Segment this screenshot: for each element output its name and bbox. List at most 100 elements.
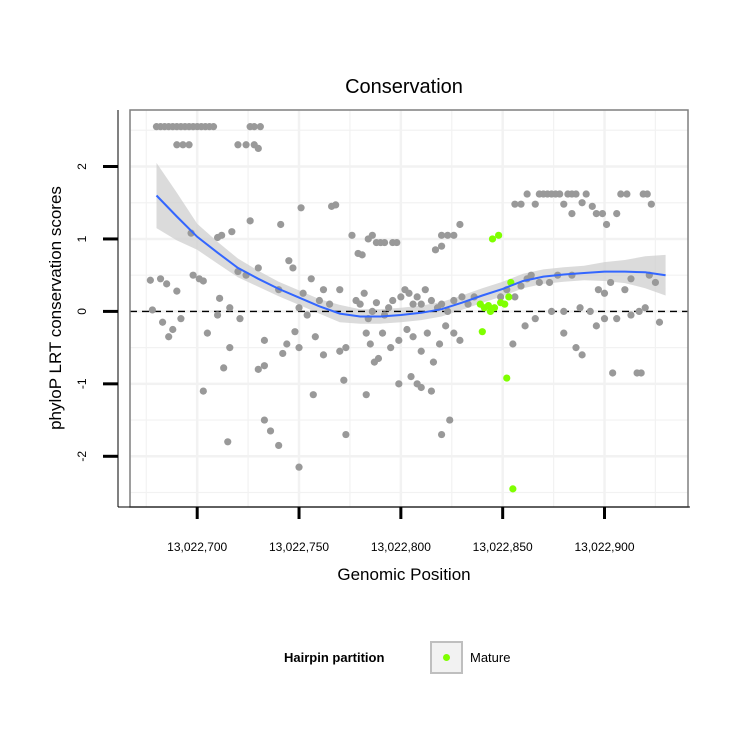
data-point	[218, 231, 226, 239]
x-axis-label: Genomic Position	[337, 565, 470, 584]
data-point	[165, 333, 173, 341]
data-point	[289, 264, 297, 272]
data-point	[372, 299, 381, 307]
data-point	[531, 200, 539, 208]
data-point	[336, 286, 344, 294]
x-tick-label: 13,022,750	[269, 540, 329, 554]
data-point	[609, 369, 617, 377]
data-point	[417, 300, 425, 308]
data-point	[572, 344, 580, 352]
data-point	[303, 311, 311, 319]
data-point	[256, 123, 264, 131]
data-point	[444, 231, 452, 239]
data-point-mature	[505, 293, 513, 301]
data-point	[409, 300, 417, 308]
data-point	[279, 349, 287, 358]
data-point	[393, 238, 401, 247]
data-point	[332, 201, 340, 209]
data-point	[560, 307, 568, 315]
data-point	[578, 199, 586, 207]
data-point	[173, 287, 181, 295]
data-point	[360, 289, 368, 297]
data-point	[395, 336, 403, 344]
data-point	[556, 190, 564, 198]
data-point	[607, 278, 615, 287]
smooth-fit-line	[155, 194, 666, 318]
data-point	[389, 296, 397, 305]
data-point	[635, 307, 643, 315]
confidence-band	[156, 162, 666, 324]
data-point	[586, 307, 594, 315]
data-point	[260, 336, 269, 344]
data-point	[311, 333, 319, 341]
y-axis-label: phyloP LRT conservation scores	[46, 186, 65, 430]
data-point	[602, 220, 611, 229]
y-tick-label: 0	[75, 308, 89, 315]
data-point	[531, 315, 539, 323]
data-point	[236, 315, 244, 323]
data-point	[395, 380, 403, 388]
data-point	[613, 315, 621, 323]
data-point	[275, 441, 283, 450]
data-point	[442, 322, 450, 330]
data-point	[637, 369, 645, 377]
data-point	[250, 123, 258, 131]
data-point	[209, 123, 218, 131]
data-point	[627, 311, 635, 319]
data-point	[621, 286, 629, 294]
data-point	[295, 304, 303, 312]
data-point	[226, 304, 234, 312]
data-point	[224, 438, 232, 446]
y-tick-label: -2	[75, 451, 89, 462]
data-point	[655, 318, 664, 326]
x-tick-label: 13,022,800	[371, 540, 431, 554]
data-point	[380, 238, 389, 247]
data-point	[435, 340, 444, 348]
data-point	[560, 329, 568, 337]
data-point	[592, 209, 600, 218]
data-point	[199, 387, 207, 395]
legend-label-mature: Mature	[470, 650, 510, 665]
data-point	[319, 286, 328, 294]
data-point	[600, 315, 609, 323]
data-point	[179, 141, 187, 149]
data-point	[623, 190, 631, 198]
data-point	[242, 141, 250, 149]
data-point	[523, 190, 531, 198]
data-point	[374, 354, 383, 363]
data-point	[643, 190, 651, 198]
data-point-mature	[490, 304, 499, 312]
data-point	[325, 300, 334, 308]
data-point-mature	[503, 374, 511, 382]
data-point	[444, 307, 452, 315]
data-point-mature	[501, 300, 509, 308]
data-point	[446, 416, 454, 424]
data-point	[283, 340, 291, 348]
data-point	[254, 365, 262, 373]
y-tick-label: 2	[75, 163, 89, 170]
data-point	[185, 141, 193, 149]
data-point	[521, 322, 529, 330]
data-point	[340, 376, 348, 384]
data-point	[189, 271, 197, 279]
x-tick-label: 13,022,700	[167, 540, 227, 554]
data-point	[417, 347, 425, 355]
data-point	[437, 242, 446, 250]
data-point	[266, 427, 275, 435]
data-point	[409, 333, 417, 341]
data-point	[437, 300, 446, 308]
y-axis-ticks: -2 -1 0 1 2	[75, 163, 118, 462]
data-point	[437, 231, 446, 239]
data-point	[260, 362, 269, 370]
data-point	[342, 344, 350, 352]
data-point	[307, 275, 315, 283]
data-point	[309, 391, 317, 399]
data-point	[598, 209, 607, 218]
data-point	[450, 329, 458, 337]
data-point	[199, 277, 207, 285]
data-point	[146, 276, 154, 284]
data-point	[613, 209, 621, 218]
data-point	[362, 391, 370, 399]
x-axis-ticks: 13,022,700 13,022,750 13,022,800 13,022,850…	[167, 507, 635, 554]
data-point-mature	[495, 231, 503, 239]
